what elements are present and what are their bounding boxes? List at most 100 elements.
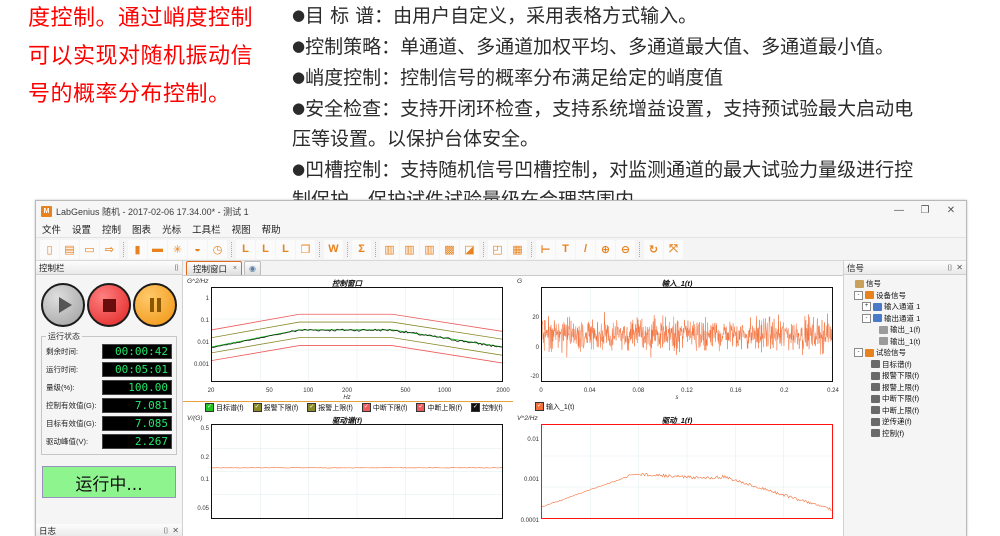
tree-item[interactable]: 控制(f) bbox=[846, 428, 964, 440]
cursor-h-icon[interactable]: ⊢ bbox=[536, 240, 555, 259]
legend-checkbox[interactable]: ✓ bbox=[205, 403, 214, 412]
log-close-icon[interactable]: ✕ bbox=[172, 526, 179, 535]
menu-item-光标[interactable]: 光标 bbox=[162, 222, 181, 236]
legend-item[interactable]: ✓中断上限(f) bbox=[416, 403, 462, 413]
tree-item[interactable]: - 试验信号 bbox=[846, 347, 964, 359]
tree-item[interactable]: 输出_1(t) bbox=[846, 336, 964, 348]
report-icon[interactable]: ▬ bbox=[148, 240, 167, 259]
signal-close-icon[interactable]: ✕ bbox=[956, 263, 963, 272]
tree-item[interactable]: -设备信号 bbox=[846, 290, 964, 302]
refresh-icon[interactable]: ↻ bbox=[644, 240, 663, 259]
layout-4-icon[interactable]: ▦ bbox=[508, 240, 527, 259]
tab-control-window[interactable]: 控制窗口 × bbox=[186, 261, 242, 275]
signal-pin-icon[interactable]: ⌷ bbox=[947, 263, 952, 273]
tree-expander-icon[interactable]: - bbox=[854, 348, 863, 357]
status-row: 控制有效值(G):7.081 bbox=[46, 398, 172, 413]
bars-icon[interactable]: ▥ bbox=[380, 240, 399, 259]
level-icon[interactable]: L bbox=[276, 240, 295, 259]
tree-item[interactable]: 目标谱(f) bbox=[846, 359, 964, 371]
bullet-continuation: 压等设置。以保护台体安全。 bbox=[292, 124, 992, 154]
chart1-plot[interactable] bbox=[541, 287, 833, 382]
pause-button[interactable] bbox=[133, 283, 177, 327]
tree-item[interactable]: +输入通道 1 bbox=[846, 301, 964, 313]
level-up-icon[interactable]: L bbox=[236, 240, 255, 259]
legend-checkbox[interactable]: ✓ bbox=[535, 402, 544, 411]
layout-2-icon[interactable]: ◰ bbox=[488, 240, 507, 259]
new-icon[interactable]: ▯ bbox=[40, 240, 59, 259]
spectrum-icon[interactable]: ◒ bbox=[188, 240, 207, 259]
legend-checkbox[interactable]: ✓ bbox=[307, 403, 316, 412]
log-pin-icon[interactable]: ⌷ bbox=[163, 526, 168, 536]
menu-item-图表[interactable]: 图表 bbox=[132, 222, 151, 236]
close-icon[interactable]: ✕ bbox=[938, 202, 964, 220]
copy-icon[interactable]: ❐ bbox=[296, 240, 315, 259]
minimize-icon[interactable]: — bbox=[886, 202, 912, 220]
menu-item-文件[interactable]: 文件 bbox=[42, 222, 61, 236]
export-icon[interactable]: ⇨ bbox=[100, 240, 119, 259]
menu-item-视图[interactable]: 视图 bbox=[232, 222, 251, 236]
open-icon[interactable]: ▭ bbox=[80, 240, 99, 259]
tree-item[interactable]: -输出通道 1 bbox=[846, 313, 964, 325]
tab-close-icon[interactable]: × bbox=[233, 265, 237, 272]
legend-checkbox[interactable]: ✓ bbox=[471, 403, 480, 412]
tree-item[interactable]: 逆传递(f) bbox=[846, 416, 964, 428]
tree-expander-icon[interactable]: + bbox=[862, 302, 871, 311]
level-down-icon[interactable]: L bbox=[256, 240, 275, 259]
tree-item-label: 试验信号 bbox=[876, 347, 906, 359]
legend-checkbox[interactable]: ✓ bbox=[253, 403, 262, 412]
legend-item[interactable]: ✓控制(f) bbox=[471, 403, 503, 413]
stop-button[interactable] bbox=[87, 283, 131, 327]
legend-item[interactable]: ✓输入_1(t) bbox=[535, 402, 574, 412]
legend-item[interactable]: ✓报警上限(f) bbox=[307, 403, 353, 413]
menu-item-控制[interactable]: 控制 bbox=[102, 222, 121, 236]
word-icon[interactable]: W bbox=[324, 240, 343, 259]
bars3-icon[interactable]: ▥ bbox=[420, 240, 439, 259]
chart1-xtick: 0.16 bbox=[730, 388, 742, 394]
tree-item[interactable]: 中断下限(f) bbox=[846, 393, 964, 405]
menu-item-工具栏[interactable]: 工具栏 bbox=[192, 222, 221, 236]
pin-icon[interactable]: ⌷ bbox=[174, 263, 179, 273]
menu-item-帮助[interactable]: 帮助 bbox=[262, 222, 281, 236]
legend-checkbox[interactable]: ✓ bbox=[362, 403, 371, 412]
save-icon[interactable]: ▤ bbox=[60, 240, 79, 259]
tree-item[interactable]: 报警上限(f) bbox=[846, 382, 964, 394]
legend-checkbox[interactable]: ✓ bbox=[416, 403, 425, 412]
menu-item-设置[interactable]: 设置 bbox=[72, 222, 91, 236]
tree-item[interactable]: 输出_1(f) bbox=[846, 324, 964, 336]
run-button[interactable] bbox=[41, 283, 85, 327]
maximize-icon[interactable]: ❐ bbox=[912, 202, 938, 220]
bars2-icon[interactable]: ▥ bbox=[400, 240, 419, 259]
tree-sig-icon bbox=[871, 406, 880, 414]
sigma-icon[interactable]: Σ bbox=[352, 240, 371, 259]
status-row-value: 00:05:01 bbox=[102, 362, 172, 377]
cursor-t-icon[interactable]: T bbox=[556, 240, 575, 259]
settings-icon[interactable]: ✳ bbox=[168, 240, 187, 259]
chart3-plot[interactable] bbox=[541, 424, 833, 519]
tree-expander-icon[interactable]: - bbox=[862, 314, 871, 323]
plot-icon[interactable]: ◪ bbox=[460, 240, 479, 259]
tree-expander-icon[interactable]: - bbox=[854, 291, 863, 300]
tree-item[interactable]: 报警下限(f) bbox=[846, 370, 964, 382]
tree-item[interactable]: 信号 bbox=[846, 278, 964, 290]
clock-icon[interactable]: ◷ bbox=[208, 240, 227, 259]
cursor-slope-icon[interactable]: / bbox=[576, 240, 595, 259]
status-row-label: 控制有效值(G): bbox=[46, 400, 102, 411]
legend-item[interactable]: ✓报警下限(f) bbox=[253, 403, 299, 413]
legend-item[interactable]: ✓中断下限(f) bbox=[362, 403, 408, 413]
table-icon[interactable]: ▩ bbox=[440, 240, 459, 259]
status-badge: 运行中... bbox=[42, 466, 176, 498]
status-group-legend: 运行状态 bbox=[46, 331, 82, 342]
zoom-out-icon[interactable]: ⊖ bbox=[616, 240, 635, 259]
fit-icon[interactable]: ⤧ bbox=[664, 240, 683, 259]
print-icon[interactable]: ▮ bbox=[128, 240, 147, 259]
chart0-plot[interactable] bbox=[211, 287, 503, 382]
tree-item[interactable]: 中断上限(f) bbox=[846, 405, 964, 417]
zoom-in-icon[interactable]: ⊕ bbox=[596, 240, 615, 259]
camera-icon[interactable]: ◉ bbox=[244, 261, 261, 275]
legend-item[interactable]: ✓目标谱(f) bbox=[205, 403, 244, 413]
chart2-plot[interactable] bbox=[211, 424, 503, 519]
